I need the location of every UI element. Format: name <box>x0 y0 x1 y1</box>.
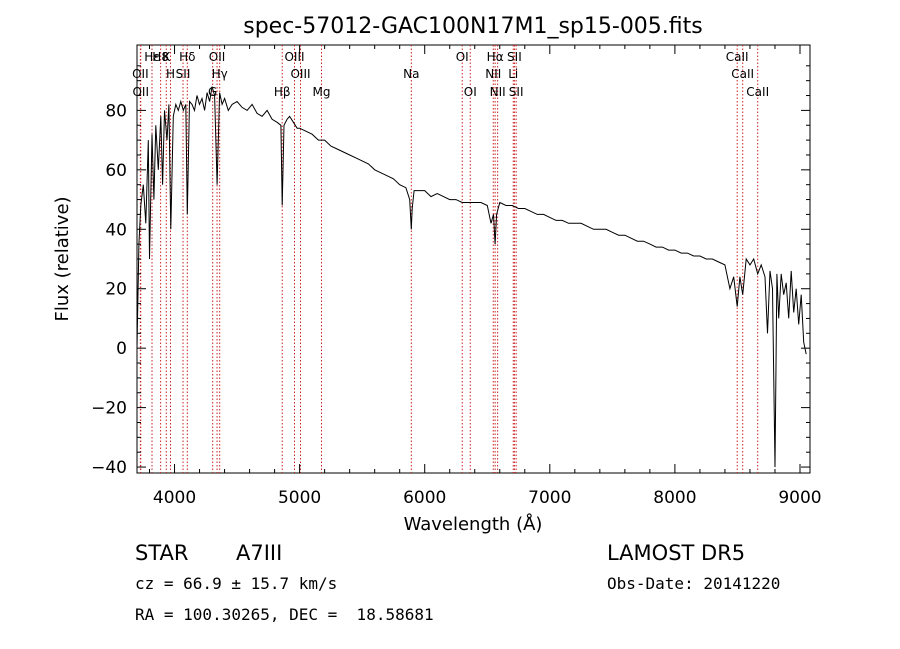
line-label-21: SII <box>507 50 522 64</box>
line-label-15: Na <box>403 67 419 81</box>
y-tick-label-5: 60 <box>105 161 127 181</box>
y-tick-label-2: 0 <box>116 339 127 359</box>
coordinates: RA = 100.30265, DEC = 18.58681 <box>135 605 434 624</box>
line-label-4: K <box>162 50 171 64</box>
y-tick-label-3: 20 <box>105 280 127 300</box>
x-tick-label-1: 5000 <box>278 488 321 508</box>
x-axis-ticks: 4000 5000 6000 7000 8000 9000 <box>149 45 822 508</box>
y-tick-label-6: 80 <box>105 101 127 121</box>
y-tick-label-4: 40 <box>105 220 127 240</box>
line-label-26: CaII <box>746 85 769 99</box>
line-label-17: OI <box>464 85 477 99</box>
y-axis-label: Flux (relative) <box>52 196 73 321</box>
y-axis-ticks: −40 −20 0 20 40 60 80 <box>91 65 810 478</box>
line-label-11: Hβ <box>274 85 291 99</box>
line-label-2: OII <box>132 85 149 99</box>
line-label-6: Hδ <box>179 50 195 64</box>
x-tick-label-4: 8000 <box>653 488 696 508</box>
line-label-13: OIII <box>290 67 310 81</box>
velocity-readout: cz = 66.9 ± 15.7 km/s <box>135 574 338 593</box>
chart-title: spec-57012-GAC100N17M1_sp15-005.fits <box>243 14 703 39</box>
x-tick-label-5: 9000 <box>778 488 821 508</box>
line-label-10: G <box>208 85 217 99</box>
line-label-0: Hε <box>144 50 160 64</box>
line-label-23: SII <box>509 85 524 99</box>
line-label-19: NII <box>485 67 501 81</box>
x-tick-label-3: 7000 <box>528 488 571 508</box>
line-label-1: OII <box>132 67 149 81</box>
object-type: STAR <box>135 541 189 565</box>
y-tick-label-0: −40 <box>91 458 127 478</box>
line-label-7: SII <box>176 67 191 81</box>
line-label-16: OI <box>456 50 469 64</box>
line-label-3: H8 <box>152 50 169 64</box>
line-label-22: Li <box>508 67 518 81</box>
line-label-18: Hα <box>487 50 504 64</box>
survey-name: LAMOST DR5 <box>607 541 746 565</box>
line-label-14: Mg <box>313 85 331 99</box>
x-axis-label: Wavelength (Å) <box>404 513 543 535</box>
line-label-24: CaII <box>726 50 749 64</box>
obs-date: Obs-Date: 20141220 <box>607 574 781 593</box>
spectrum-line <box>136 86 807 468</box>
y-tick-label-1: −20 <box>91 399 127 419</box>
line-label-25: CaII <box>731 67 754 81</box>
x-tick-label-0: 4000 <box>153 488 196 508</box>
object-subclass: A7III <box>236 541 283 565</box>
line-label-20: NII <box>490 85 506 99</box>
line-label-8: OII <box>209 50 226 64</box>
line-label-9: Hγ <box>212 67 228 81</box>
x-tick-label-2: 6000 <box>403 488 446 508</box>
spectral-line-markers <box>139 45 759 473</box>
line-label-12: OIII <box>284 50 304 64</box>
line-label-5: H <box>166 67 175 81</box>
